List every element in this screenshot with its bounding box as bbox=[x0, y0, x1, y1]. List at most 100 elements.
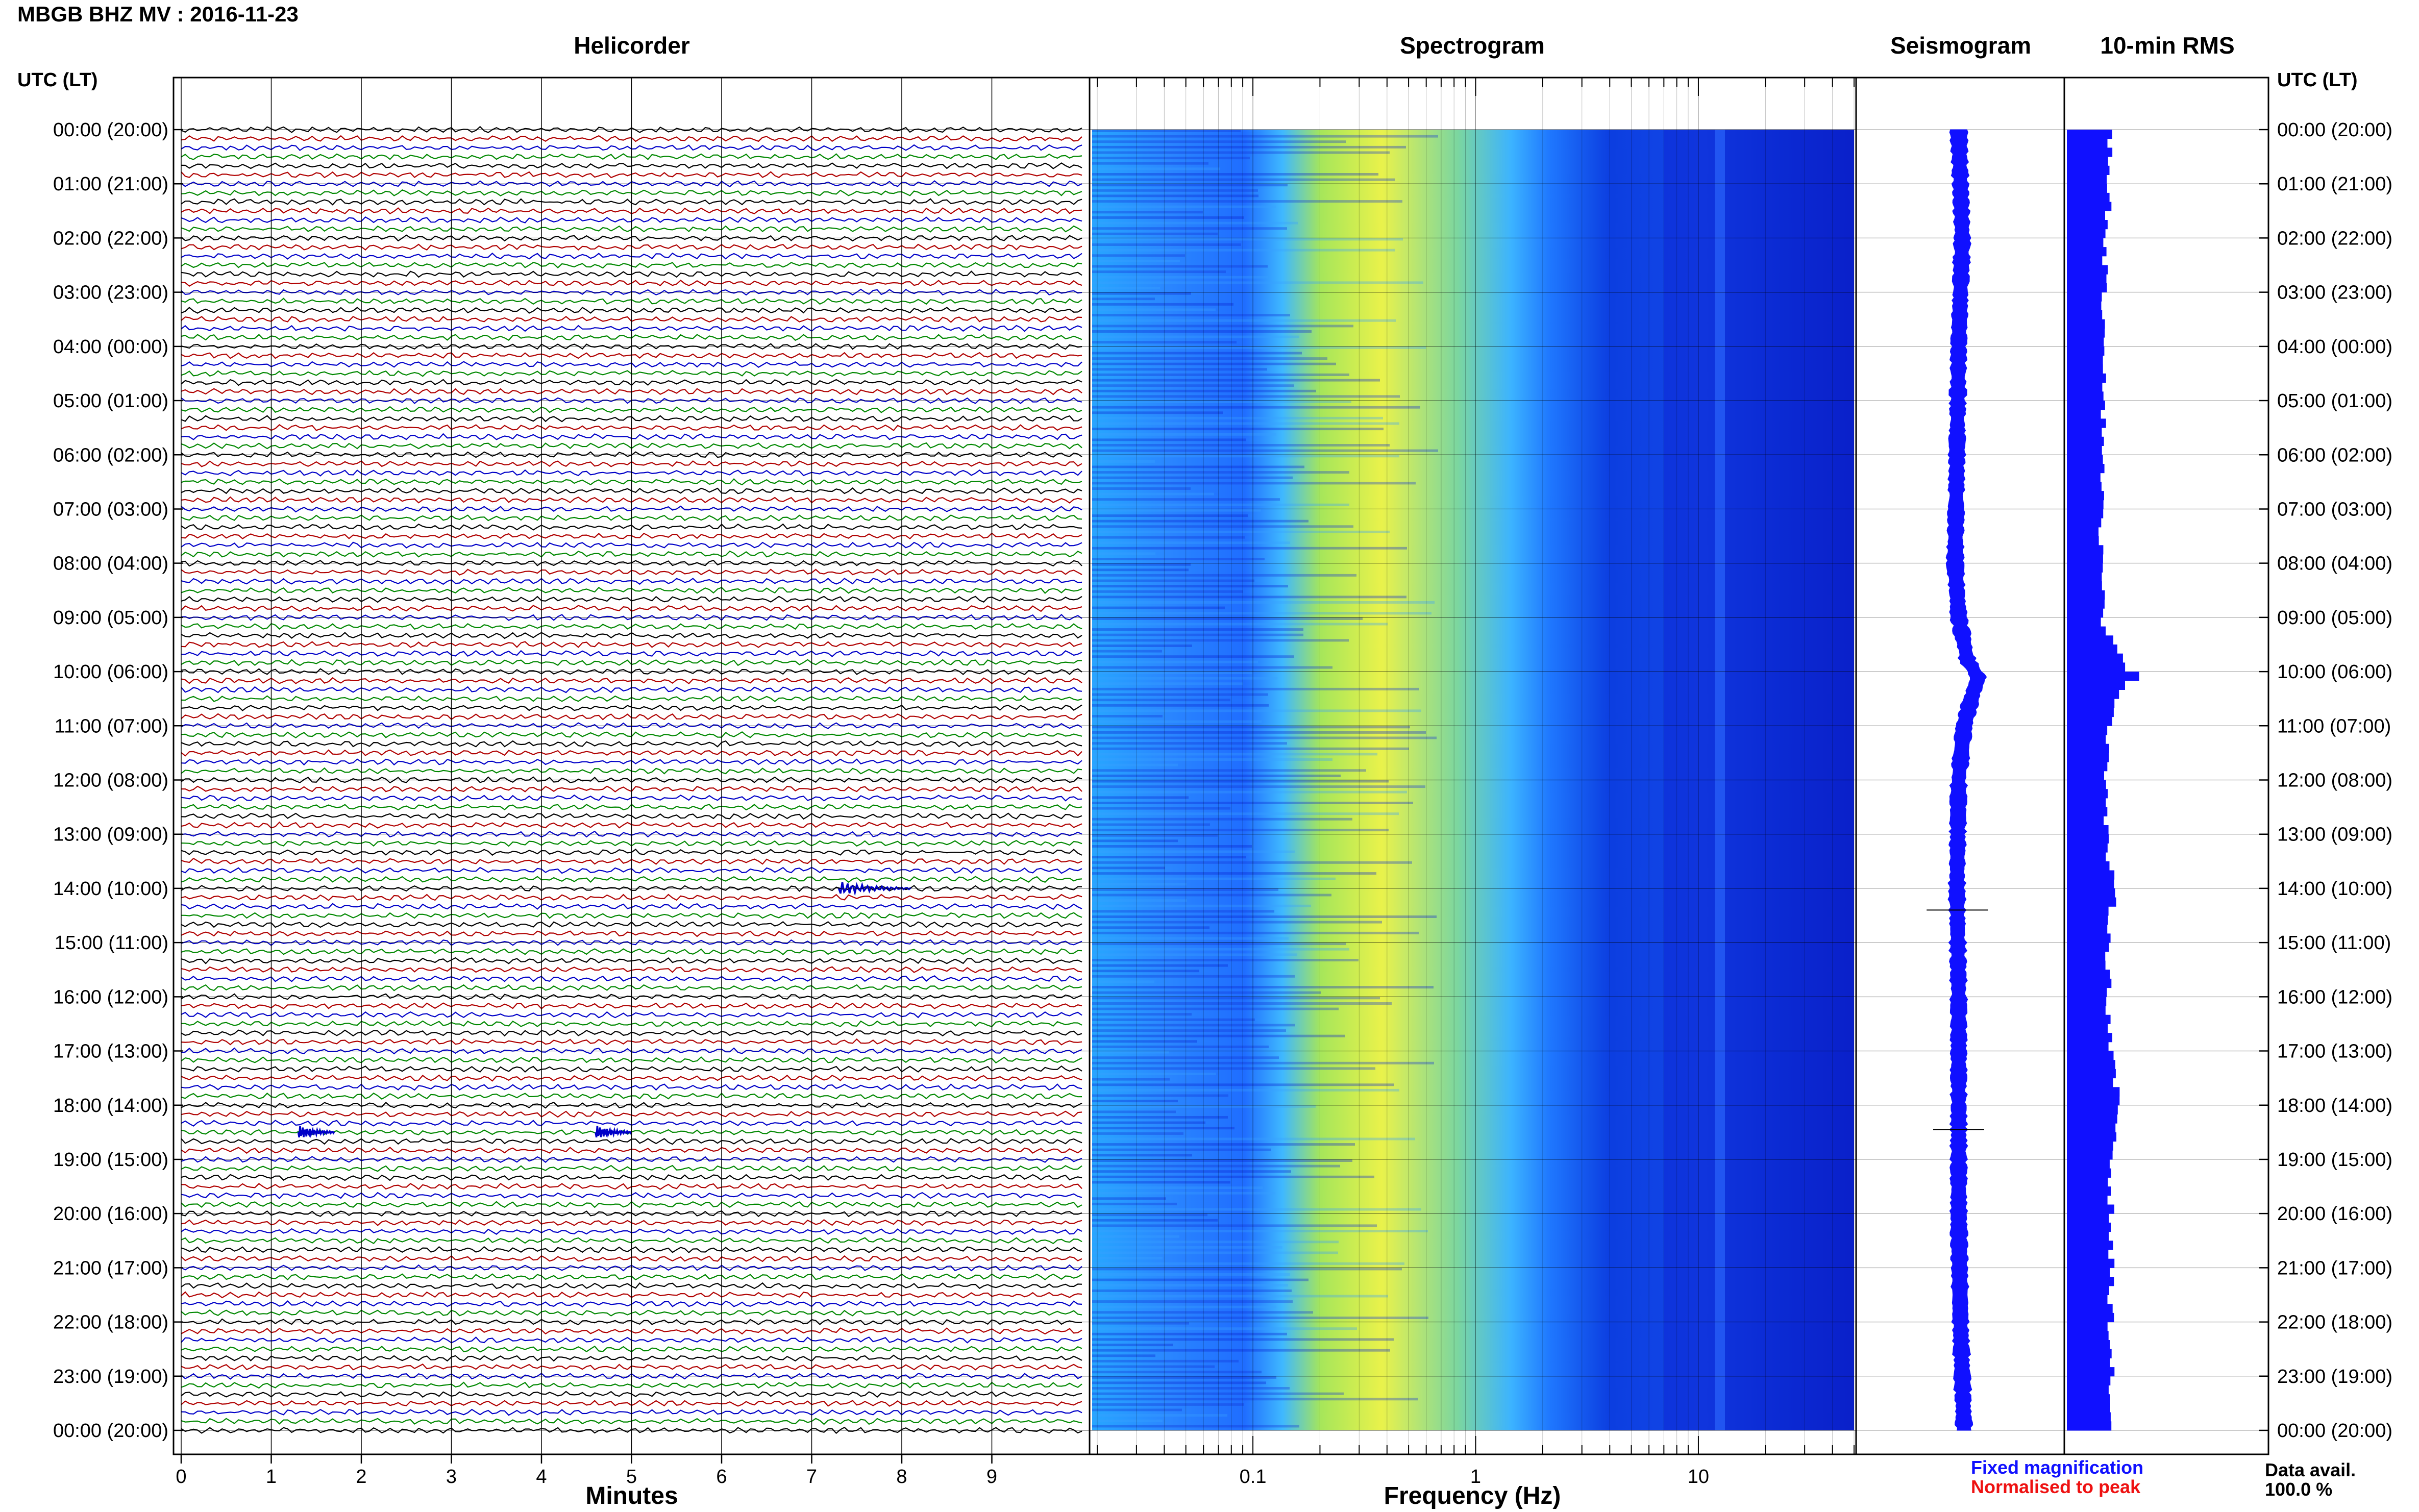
spectrogram-streak bbox=[1092, 612, 1431, 615]
spectrogram-streak bbox=[1092, 444, 1390, 447]
spectrogram-streak bbox=[1092, 1073, 1216, 1075]
rms-bar bbox=[2067, 1241, 2113, 1250]
hour-label-left: 17:00 (13:00) bbox=[53, 1041, 168, 1062]
spectrogram-streak bbox=[1092, 747, 1409, 750]
spectrogram-streak bbox=[1092, 1230, 1428, 1232]
spectrogram-streak bbox=[1092, 736, 1437, 739]
legend-normalised-to-peak: Normalised to peak bbox=[1971, 1476, 2141, 1497]
spectrogram-streak bbox=[1092, 877, 1336, 880]
spectrogram-streak bbox=[1092, 839, 1178, 842]
spectrogram-streak bbox=[1092, 536, 1245, 539]
hour-label-right: 04:00 (00:00) bbox=[2277, 336, 2392, 358]
spectrogram-streak bbox=[1092, 1100, 1178, 1103]
spectrogram-streak bbox=[1092, 487, 1191, 490]
hour-label-right: 07:00 (03:00) bbox=[2277, 499, 2392, 520]
hour-label-right: 06:00 (02:00) bbox=[2277, 444, 2392, 466]
spectrogram-streak bbox=[1092, 221, 1298, 225]
spectrogram-streak bbox=[1092, 623, 1388, 626]
rms-bar bbox=[2067, 978, 2112, 988]
freq-tick-label: 10 bbox=[1688, 1466, 1709, 1488]
spectrogram-streak bbox=[1092, 1192, 1275, 1195]
spectrogram-streak bbox=[1092, 498, 1280, 501]
spectrogram-streak bbox=[1092, 346, 1426, 349]
spectrogram-streak bbox=[1092, 633, 1303, 636]
rms-bar bbox=[2067, 1394, 2110, 1404]
spectrogram-streak bbox=[1092, 726, 1410, 729]
spectrogram-streak bbox=[1092, 959, 1359, 961]
spectrogram-streak bbox=[1092, 368, 1267, 371]
spectrogram-streak bbox=[1092, 1159, 1352, 1162]
hour-label-right: 11:00 (07:00) bbox=[2277, 715, 2391, 737]
rms-bar bbox=[2067, 653, 2123, 663]
rms-bar bbox=[2067, 617, 2101, 627]
seismogram-envelope bbox=[1945, 129, 1987, 1431]
spectrogram-streak bbox=[1092, 1110, 1176, 1113]
spectrogram-streak bbox=[1092, 1268, 1402, 1271]
spectrogram-streak bbox=[1092, 687, 1419, 690]
rms-bar bbox=[2067, 1304, 2113, 1313]
spectrogram-streak bbox=[1092, 590, 1243, 593]
spectrogram-streak bbox=[1092, 1262, 1404, 1265]
spectrogram-streak bbox=[1092, 1056, 1279, 1059]
spectrogram-streak bbox=[1092, 986, 1434, 989]
spectrogram-streak bbox=[1092, 298, 1155, 301]
rms-bar bbox=[2067, 1222, 2111, 1232]
spectrogram-streak bbox=[1092, 249, 1395, 252]
spectrogram-streak bbox=[1092, 921, 1382, 924]
spectrogram-streak bbox=[1092, 1078, 1170, 1081]
rms-bar bbox=[2067, 1367, 2115, 1377]
rms-bar bbox=[2067, 680, 2125, 690]
spectrogram-streak bbox=[1092, 1024, 1295, 1027]
spectrogram-streak bbox=[1092, 812, 1399, 815]
rms-bar bbox=[2067, 265, 2108, 275]
hour-label-right: 09:00 (05:00) bbox=[2277, 607, 2392, 629]
plot-title: MBGB BHZ MV : 2016-11-23 bbox=[17, 2, 299, 26]
rms-bar bbox=[2067, 536, 2099, 546]
minute-tick-label: 2 bbox=[356, 1466, 366, 1488]
rms-bar bbox=[2067, 229, 2106, 238]
rms-bar bbox=[2067, 491, 2104, 501]
minute-tick-label: 8 bbox=[896, 1466, 907, 1488]
hour-label-right: 02:00 (22:00) bbox=[2277, 228, 2392, 249]
rms-bar bbox=[2067, 699, 2115, 708]
spectrogram-streak bbox=[1092, 845, 1252, 848]
spectrogram-streak bbox=[1092, 270, 1226, 274]
rms-bar bbox=[2067, 879, 2114, 889]
spectrogram-streak bbox=[1092, 1425, 1299, 1428]
hour-label-left: 15:00 (11:00) bbox=[55, 932, 168, 954]
spectrogram-streak bbox=[1092, 1414, 1227, 1417]
spectrogram-streak bbox=[1092, 162, 1208, 165]
spectrogram-streak bbox=[1092, 1088, 1399, 1092]
spectrogram-streak bbox=[1092, 937, 1289, 940]
spectrogram-streak bbox=[1092, 140, 1346, 143]
spectrogram-streak bbox=[1092, 243, 1241, 246]
rms-bar bbox=[2067, 924, 2108, 934]
hour-label-right: 00:00 (20:00) bbox=[2277, 1420, 2392, 1442]
rms-bar bbox=[2067, 138, 2108, 148]
spectrogram-streak bbox=[1092, 650, 1162, 653]
rms-bar bbox=[2067, 1060, 2115, 1070]
rms-bar bbox=[2067, 418, 2106, 428]
spectrogram-streak bbox=[1092, 693, 1268, 696]
hour-label-left: 14:00 (10:00) bbox=[53, 878, 168, 900]
rms-bar bbox=[2067, 1132, 2116, 1142]
spectrogram-streak bbox=[1092, 216, 1244, 219]
hour-label-left: 13:00 (09:00) bbox=[53, 824, 168, 846]
spectrogram-streak bbox=[1092, 1094, 1228, 1097]
spectrogram-streak bbox=[1092, 357, 1327, 360]
minute-tick-label: 7 bbox=[806, 1466, 817, 1488]
spectrogram-streak bbox=[1092, 335, 1299, 338]
spectrogram-streak bbox=[1092, 1295, 1388, 1298]
rms-bar bbox=[2067, 1322, 2108, 1331]
rms-bar bbox=[2067, 1150, 2113, 1160]
hour-label-right: 13:00 (09:00) bbox=[2277, 824, 2392, 846]
hour-label-left: 18:00 (14:00) bbox=[53, 1095, 168, 1117]
spectrogram-streak bbox=[1092, 1273, 1290, 1276]
spectrogram-streak bbox=[1092, 763, 1178, 766]
spectrogram-streak bbox=[1092, 1181, 1230, 1184]
spectrogram-streak bbox=[1092, 758, 1332, 761]
minute-tick-label: 0 bbox=[176, 1466, 186, 1488]
rms-bar bbox=[2067, 1204, 2114, 1214]
spectrogram-streak bbox=[1092, 601, 1435, 604]
